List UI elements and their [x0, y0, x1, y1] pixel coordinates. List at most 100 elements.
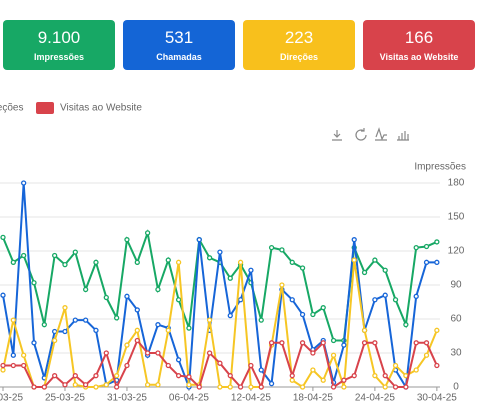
- data-point: [82, 382, 89, 388]
- data-point: [434, 239, 440, 245]
- data-point: [310, 311, 316, 318]
- data-point: [320, 305, 326, 311]
- data-point: [382, 384, 388, 390]
- data-point: [382, 292, 388, 298]
- data-point: [403, 384, 409, 390]
- data-point: [72, 373, 78, 379]
- data-point: [175, 373, 182, 379]
- data-point: [155, 286, 161, 293]
- data-point: [165, 362, 171, 369]
- data-point: [134, 337, 140, 344]
- line-icon[interactable]: [375, 127, 387, 141]
- series: [0, 228, 440, 344]
- y-axis-title: Impressões: [414, 162, 466, 173]
- data-point: [206, 317, 213, 323]
- data-point: [31, 280, 37, 286]
- data-point: [341, 342, 347, 348]
- data-point: [351, 237, 357, 243]
- data-point: [52, 373, 58, 379]
- kpi-value: 9.100: [37, 28, 81, 47]
- data-point: [248, 362, 254, 369]
- y-tick-label: 30: [450, 348, 462, 359]
- data-point: [423, 259, 430, 265]
- x-tick-label: 06-04-25: [169, 393, 209, 404]
- x-tick-label: 19-03-25: [0, 393, 23, 404]
- data-point: [10, 317, 16, 323]
- data-point: [134, 259, 140, 265]
- data-point: [372, 340, 378, 346]
- y-tick-label: 90: [450, 280, 462, 291]
- data-point: [237, 259, 244, 265]
- data-point: [62, 261, 68, 268]
- data-point: [93, 327, 99, 333]
- data-point: [0, 234, 6, 241]
- data-point: [0, 292, 6, 298]
- download-icon[interactable]: [332, 130, 342, 141]
- x-tick-label: 12-04-25: [231, 393, 271, 404]
- legend-swatch: [36, 102, 54, 114]
- data-point: [423, 243, 430, 250]
- data-point: [372, 297, 378, 303]
- bar-icon[interactable]: [397, 131, 409, 141]
- data-point: [413, 293, 419, 299]
- kpi-value: 223: [284, 28, 314, 47]
- data-point: [144, 382, 151, 388]
- data-point: [103, 294, 109, 301]
- series: [0, 257, 440, 390]
- data-point: [196, 237, 202, 243]
- data-point: [289, 259, 295, 265]
- data-point: [21, 180, 27, 186]
- data-point: [41, 322, 47, 328]
- data-point: [237, 297, 244, 303]
- kpi-card: 223 Direções: [243, 20, 355, 70]
- data-point: [21, 352, 27, 358]
- y-tick-label: 150: [448, 212, 465, 223]
- data-point: [434, 362, 440, 369]
- data-point: [82, 317, 89, 323]
- data-point: [52, 337, 58, 344]
- data-point: [134, 307, 140, 313]
- kpi-label: Direções: [279, 52, 319, 62]
- data-point: [72, 249, 78, 255]
- data-point: [372, 257, 378, 263]
- data-point: [217, 360, 223, 366]
- y-tick-label: 0: [453, 382, 459, 393]
- data-point: [31, 384, 37, 390]
- data-point: [227, 312, 233, 319]
- data-point: [299, 311, 306, 318]
- data-point: [351, 373, 357, 379]
- data-point: [268, 244, 275, 251]
- data-point: [237, 384, 244, 390]
- y-tick-label: 120: [448, 246, 465, 257]
- data-point: [279, 282, 285, 288]
- data-point: [155, 350, 161, 356]
- data-point: [62, 305, 68, 311]
- data-point: [289, 297, 295, 303]
- data-point: [206, 255, 213, 261]
- refresh-icon[interactable]: [355, 128, 367, 141]
- data-point: [268, 380, 275, 387]
- data-point: [93, 259, 99, 265]
- data-point: [134, 327, 140, 333]
- legend-label: Direções: [0, 103, 23, 114]
- data-point: [372, 373, 378, 379]
- data-point: [155, 322, 161, 328]
- y-tick-label: 180: [448, 178, 465, 189]
- data-point: [0, 362, 6, 369]
- data-point: [227, 384, 233, 390]
- data-point: [330, 352, 337, 358]
- data-point: [361, 327, 368, 333]
- data-point: [392, 362, 399, 369]
- data-point: [206, 350, 213, 356]
- data-point: [258, 317, 264, 323]
- data-point: [413, 340, 419, 346]
- data-point: [330, 384, 337, 390]
- data-point: [144, 230, 151, 236]
- data-point: [248, 267, 254, 273]
- data-point: [217, 384, 223, 390]
- data-point: [113, 315, 120, 321]
- data-point: [434, 327, 440, 333]
- data-point: [124, 342, 130, 348]
- data-point: [361, 340, 368, 346]
